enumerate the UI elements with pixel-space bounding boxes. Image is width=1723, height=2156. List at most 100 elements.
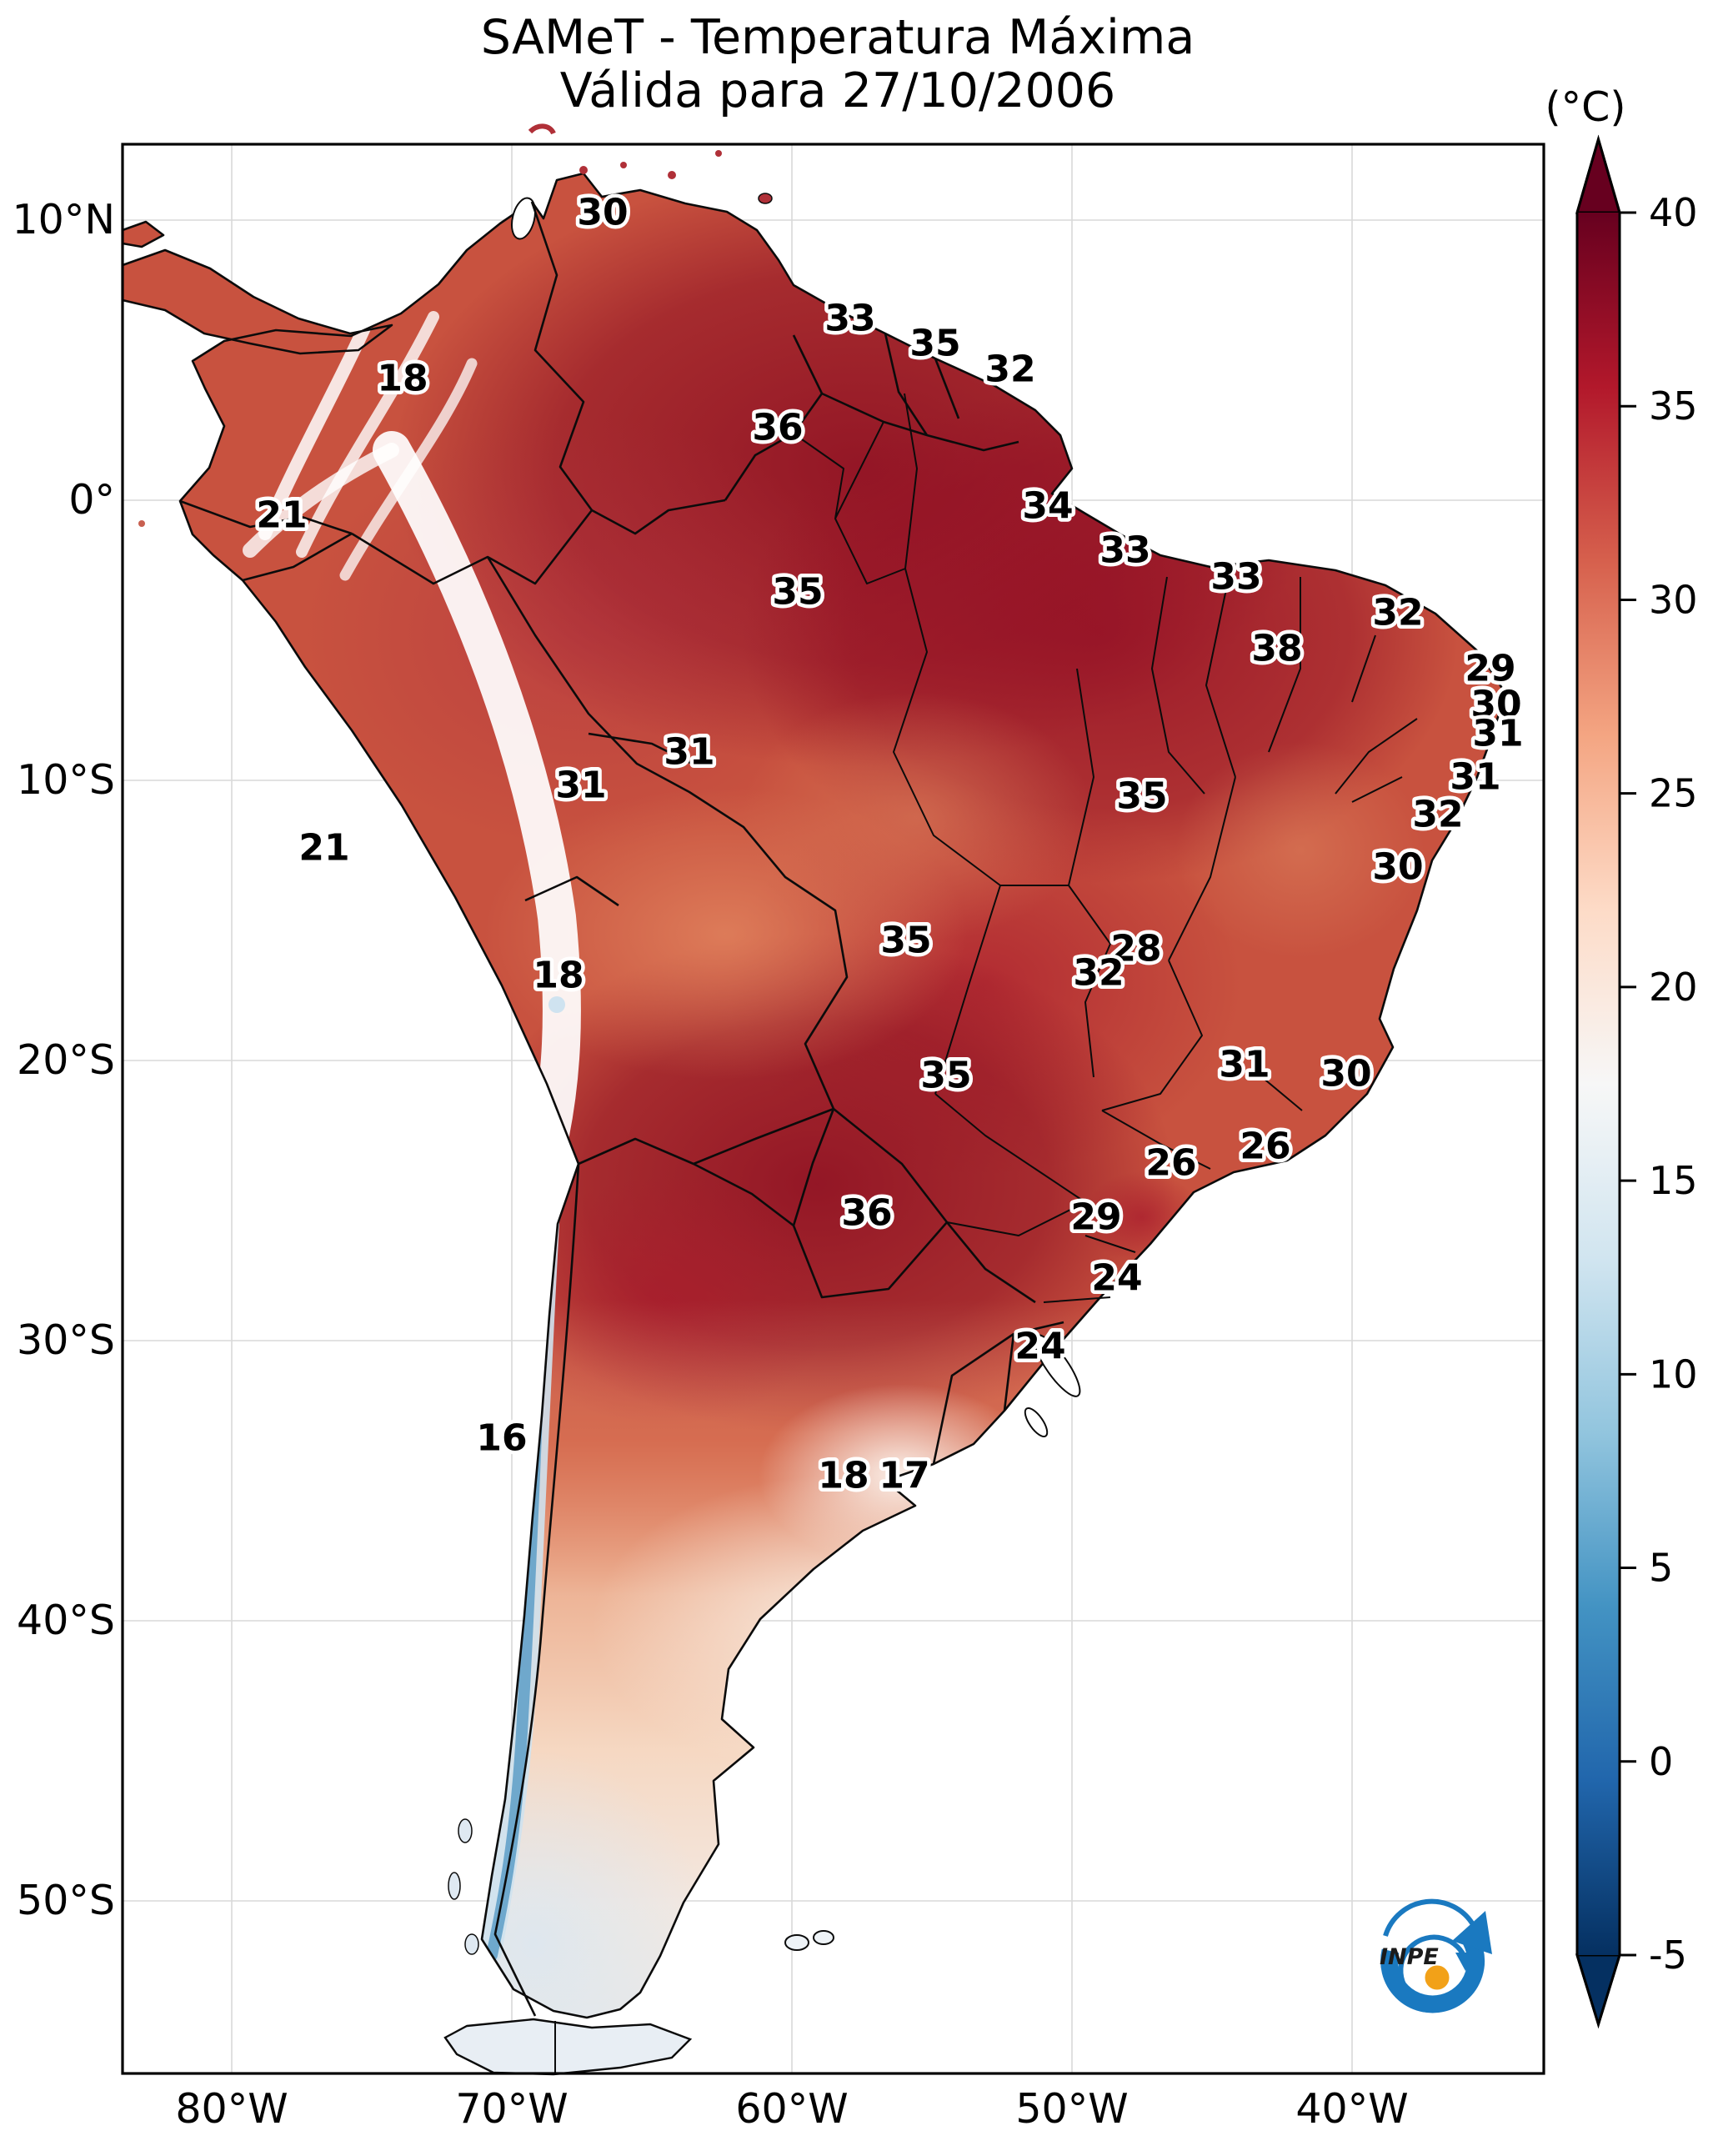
panama-strip [121,248,393,355]
brazil-state-borders [793,393,1418,1303]
lat-tick-label: 0° [68,476,115,524]
temperature-label: 35 [772,571,823,614]
lat-tick-label: 40°S [17,1597,115,1644]
temperature-label: 35 [880,920,931,962]
colorbar-ticks: 40 35 30 25 20 15 10 5 0 -5 [1620,190,1698,1978]
colorbar-unit-label: (°C) [1545,83,1626,131]
lon-tick-label: 50°W [1015,2085,1129,2133]
colorbar-tick-label: 0 [1649,1739,1673,1784]
colorbar-tick-label: 35 [1649,384,1698,429]
temperature-label: 32 [1372,592,1423,634]
colorbar-gradient-bar [1577,213,1620,1955]
colorbar-tick-label: 40 [1649,190,1698,235]
map-frame [121,143,1545,2075]
colorbar-tick-label: 15 [1649,1158,1698,1203]
inpe-logo: INPE [1380,1898,1492,2013]
temperature-label: 29 [1465,648,1515,690]
logo-text: INPE [1380,1944,1439,1970]
light-region-center [742,692,1092,942]
chile-island [458,1818,473,1843]
temperature-label: 18 [533,955,584,997]
temperature-label: 31 [1450,756,1500,799]
lat-tick-label: 20°S [17,1036,115,1084]
lat-tick-label: 50°S [17,1877,115,1924]
lon-tick-label: 40°W [1295,2085,1409,2133]
temperature-label: 30 [1372,846,1423,889]
galapagos-island [138,520,145,527]
colorbar-extend-arrow-bottom [1575,1953,1622,2029]
lake-titicaca [548,996,565,1013]
temperature-label: 35 [920,1055,971,1097]
islands-and-lakes [138,123,1081,2076]
temperature-label: 35 [1116,775,1167,818]
lake-maracaibo [511,197,536,240]
temperature-label: 33 [1099,529,1150,572]
temperature-label: 34 [1022,485,1073,528]
andes-ridge-colombia-2 [296,311,439,558]
logo-orange-dot [1422,1963,1452,1993]
colorbar-tick-label: 10 [1649,1351,1698,1396]
lat-tick-label: 30°S [17,1316,115,1364]
lat-tick-label: 10°S [17,756,115,804]
logo-big-arrow-arc [1380,1927,1485,2013]
temperature-label: 35 [909,323,960,365]
temperature-label: 16 [476,1417,527,1460]
lon-tick-label: 80°W [175,2085,288,2133]
temperature-label: 21 [298,827,349,870]
lagoa-dos-patos [1033,1334,1081,1397]
falkland-island-east [813,1930,834,1945]
figure-title: SAMeT - Temperatura Máxima [480,10,1195,65]
colorbar-tick-label: 30 [1649,577,1698,622]
temperature-label: 38 [1251,628,1302,670]
temperature-label: 33 [1210,556,1261,599]
temperature-label: 24 [1014,1326,1065,1368]
colorbar-tick-label: 25 [1649,771,1698,816]
temperature-label: 26 [1145,1142,1196,1185]
figure-subtitle: Válida para 27/10/2006 [559,63,1116,118]
temperature-label: 28 [1110,928,1161,970]
caribbean-island [668,171,676,179]
temperature-label: 30 [1320,1053,1371,1096]
colorbar-tick-label: 5 [1649,1546,1673,1591]
colorbar-extend-arrow-top [1575,134,1621,214]
temperature-label: 32 [1412,794,1463,836]
chile-island [448,1872,461,1900]
lat-tick-label: 10°N [12,196,115,243]
temperature-label: 24 [1091,1257,1142,1300]
temperature-label: 31 [664,731,714,774]
temperature-label: 32 [1073,952,1124,995]
temperature-label: 26 [1240,1126,1290,1168]
temperature-label: 31 [555,765,606,807]
logo-outer-swirl [1383,1898,1476,1937]
temperature-label: 33 [824,298,875,340]
lagoa-mirim [1024,1406,1049,1438]
falkland-island-west [784,1934,809,1951]
country-borders [179,201,1064,2017]
temperature-label: 18 [818,1455,869,1497]
temperature-label: 31 [1219,1044,1270,1086]
temperature-label: 36 [841,1192,892,1235]
temperature-label: 36 [752,407,803,449]
colorbar-tick-label: -5 [1649,1933,1687,1978]
caribbean-island-arc [528,123,556,135]
logo-big-arrowhead [1452,1911,1492,1954]
temperature-label: 18 [377,358,428,400]
temperature-label: 31 [1472,713,1523,755]
andes-ridge-ecuador [243,443,399,558]
continent-outline [178,172,1507,2019]
trinidad-island [758,193,773,204]
colorbar-tick-label: 20 [1649,965,1698,1010]
temperature-label: 17 [879,1455,929,1497]
caribbean-island [579,166,588,174]
temperature-label: 30 [1470,684,1521,726]
caribbean-island [715,150,722,157]
colorbar: 40 35 30 25 20 15 10 5 0 -5 [1575,134,1698,2029]
caribbean-island [620,162,627,168]
tierra-del-fuego [443,2018,693,2076]
temperature-label: 29 [1070,1196,1121,1239]
lon-tick-label: 60°W [735,2085,849,2133]
